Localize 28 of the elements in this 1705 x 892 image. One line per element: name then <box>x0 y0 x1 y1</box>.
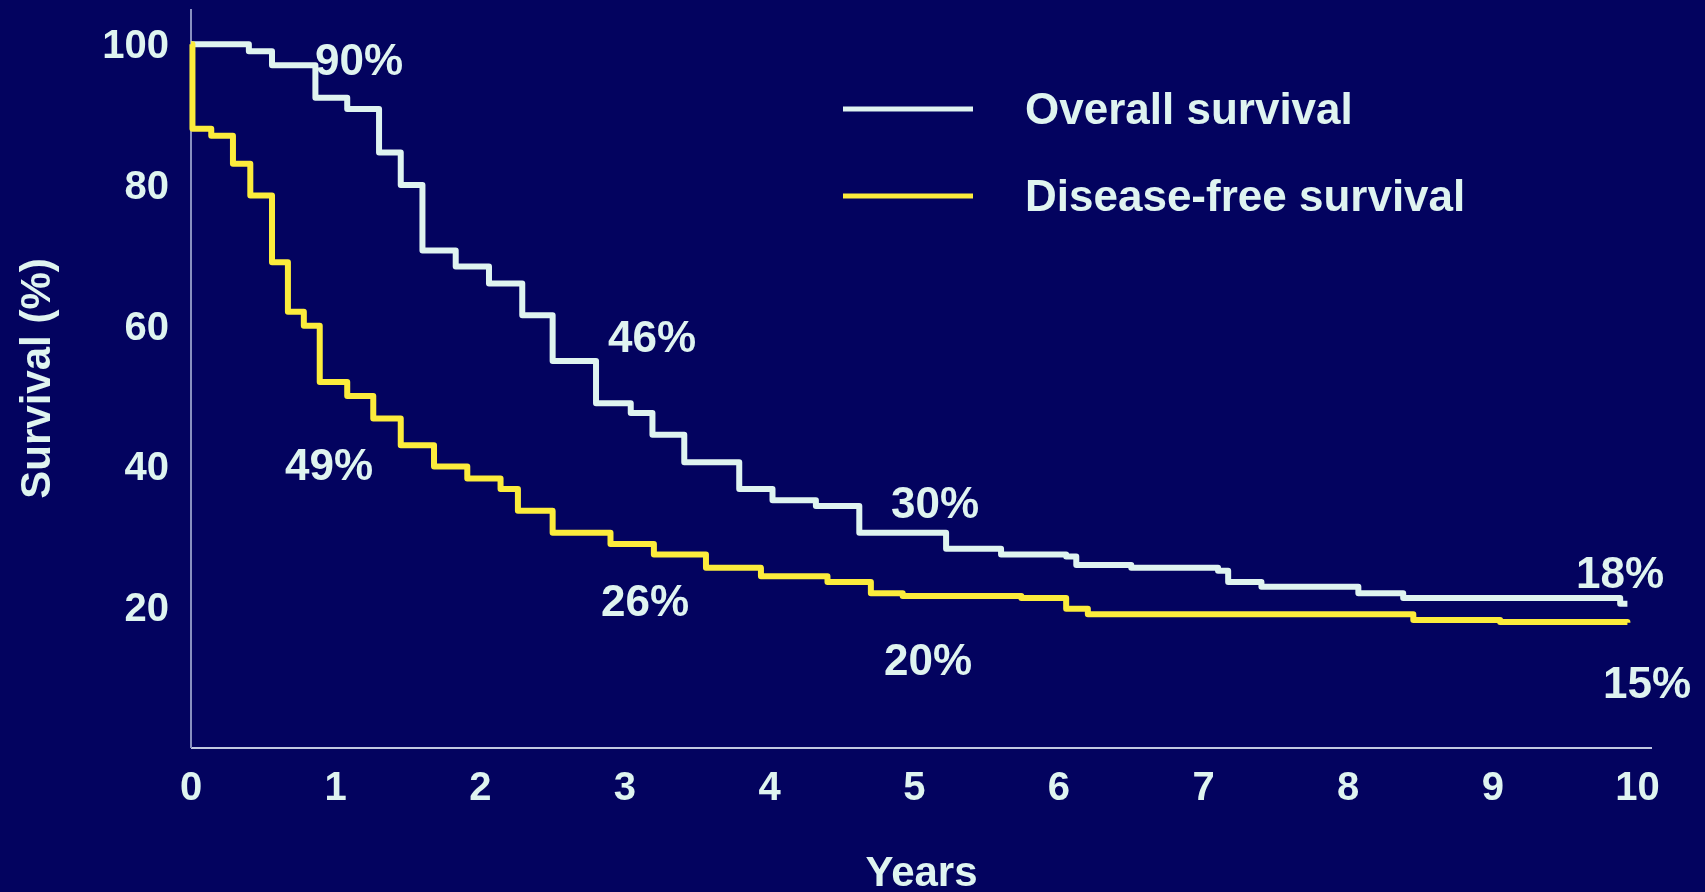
x-tick-label: 4 <box>758 764 782 808</box>
x-tick-label: 7 <box>1192 764 1215 808</box>
x-axis-title: Years <box>865 848 978 892</box>
x-tick-label: 5 <box>903 764 926 808</box>
legend-label: Overall survival <box>1025 84 1353 134</box>
y-tick-label: 40 <box>124 444 169 489</box>
x-tick-label: 10 <box>1615 764 1660 808</box>
y-tick-label: 80 <box>124 162 169 207</box>
legend-label: Disease-free survival <box>1025 171 1466 221</box>
x-tick-label: 3 <box>613 764 637 808</box>
x-tick-label: 2 <box>469 764 492 808</box>
x-tick-label: 0 <box>179 764 203 808</box>
y-tick-label: 100 <box>102 22 169 67</box>
annotation: 46% <box>607 312 697 362</box>
annotation: 49% <box>284 440 374 490</box>
annotation: 18% <box>1575 548 1665 598</box>
annotation: 26% <box>600 576 690 626</box>
annotation: 30% <box>890 478 980 528</box>
y-axis-title: Survival (%) <box>12 258 59 499</box>
y-tick-label: 20 <box>124 585 169 630</box>
x-tick-label: 1 <box>324 764 347 808</box>
x-tick-label: 9 <box>1481 764 1505 808</box>
x-tick-label: 6 <box>1047 764 1071 808</box>
annotation: 90% <box>314 35 404 85</box>
annotation: 15% <box>1602 658 1692 708</box>
x-tick-label: 8 <box>1337 764 1360 808</box>
y-tick-label: 60 <box>124 303 169 348</box>
annotation: 20% <box>883 635 973 685</box>
